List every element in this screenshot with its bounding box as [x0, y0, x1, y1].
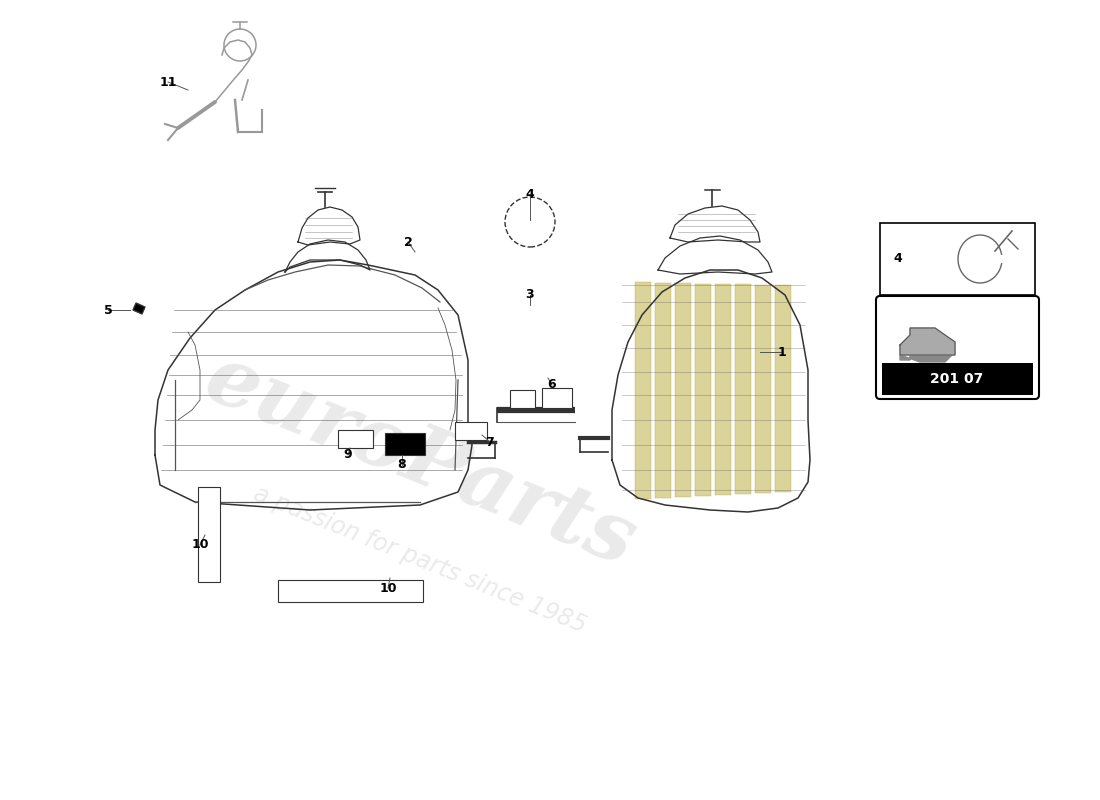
Bar — [695, 284, 711, 496]
Text: 5: 5 — [103, 303, 112, 317]
Text: 9: 9 — [343, 449, 352, 462]
Polygon shape — [900, 338, 955, 362]
Polygon shape — [900, 328, 955, 355]
Text: 201 07: 201 07 — [931, 372, 983, 386]
Bar — [510, 390, 535, 408]
Text: 6: 6 — [548, 378, 557, 391]
Bar — [635, 282, 651, 499]
Text: 11: 11 — [160, 75, 177, 89]
Bar — [735, 285, 751, 494]
Text: 4: 4 — [893, 253, 902, 266]
Bar — [755, 285, 771, 493]
Text: 4: 4 — [526, 189, 535, 202]
Polygon shape — [133, 303, 145, 314]
Bar — [675, 283, 691, 497]
Bar — [776, 286, 791, 492]
Bar — [338, 430, 373, 448]
Text: 10: 10 — [379, 582, 397, 594]
Text: 10: 10 — [191, 538, 209, 551]
Text: euroParts: euroParts — [194, 338, 647, 582]
FancyBboxPatch shape — [876, 296, 1040, 399]
Bar — [385, 433, 425, 455]
Bar — [882, 363, 1033, 395]
FancyBboxPatch shape — [880, 223, 1035, 295]
Bar — [654, 283, 671, 498]
Bar — [542, 388, 572, 408]
Text: 8: 8 — [398, 458, 406, 471]
Text: 1: 1 — [778, 346, 786, 358]
Text: 3: 3 — [526, 289, 535, 302]
Text: 2: 2 — [404, 235, 412, 249]
Bar — [278, 580, 424, 602]
Bar — [198, 487, 220, 582]
Text: 7: 7 — [485, 435, 494, 449]
Bar — [455, 422, 487, 440]
Bar — [715, 284, 732, 495]
Text: a passion for parts since 1985: a passion for parts since 1985 — [250, 482, 590, 638]
